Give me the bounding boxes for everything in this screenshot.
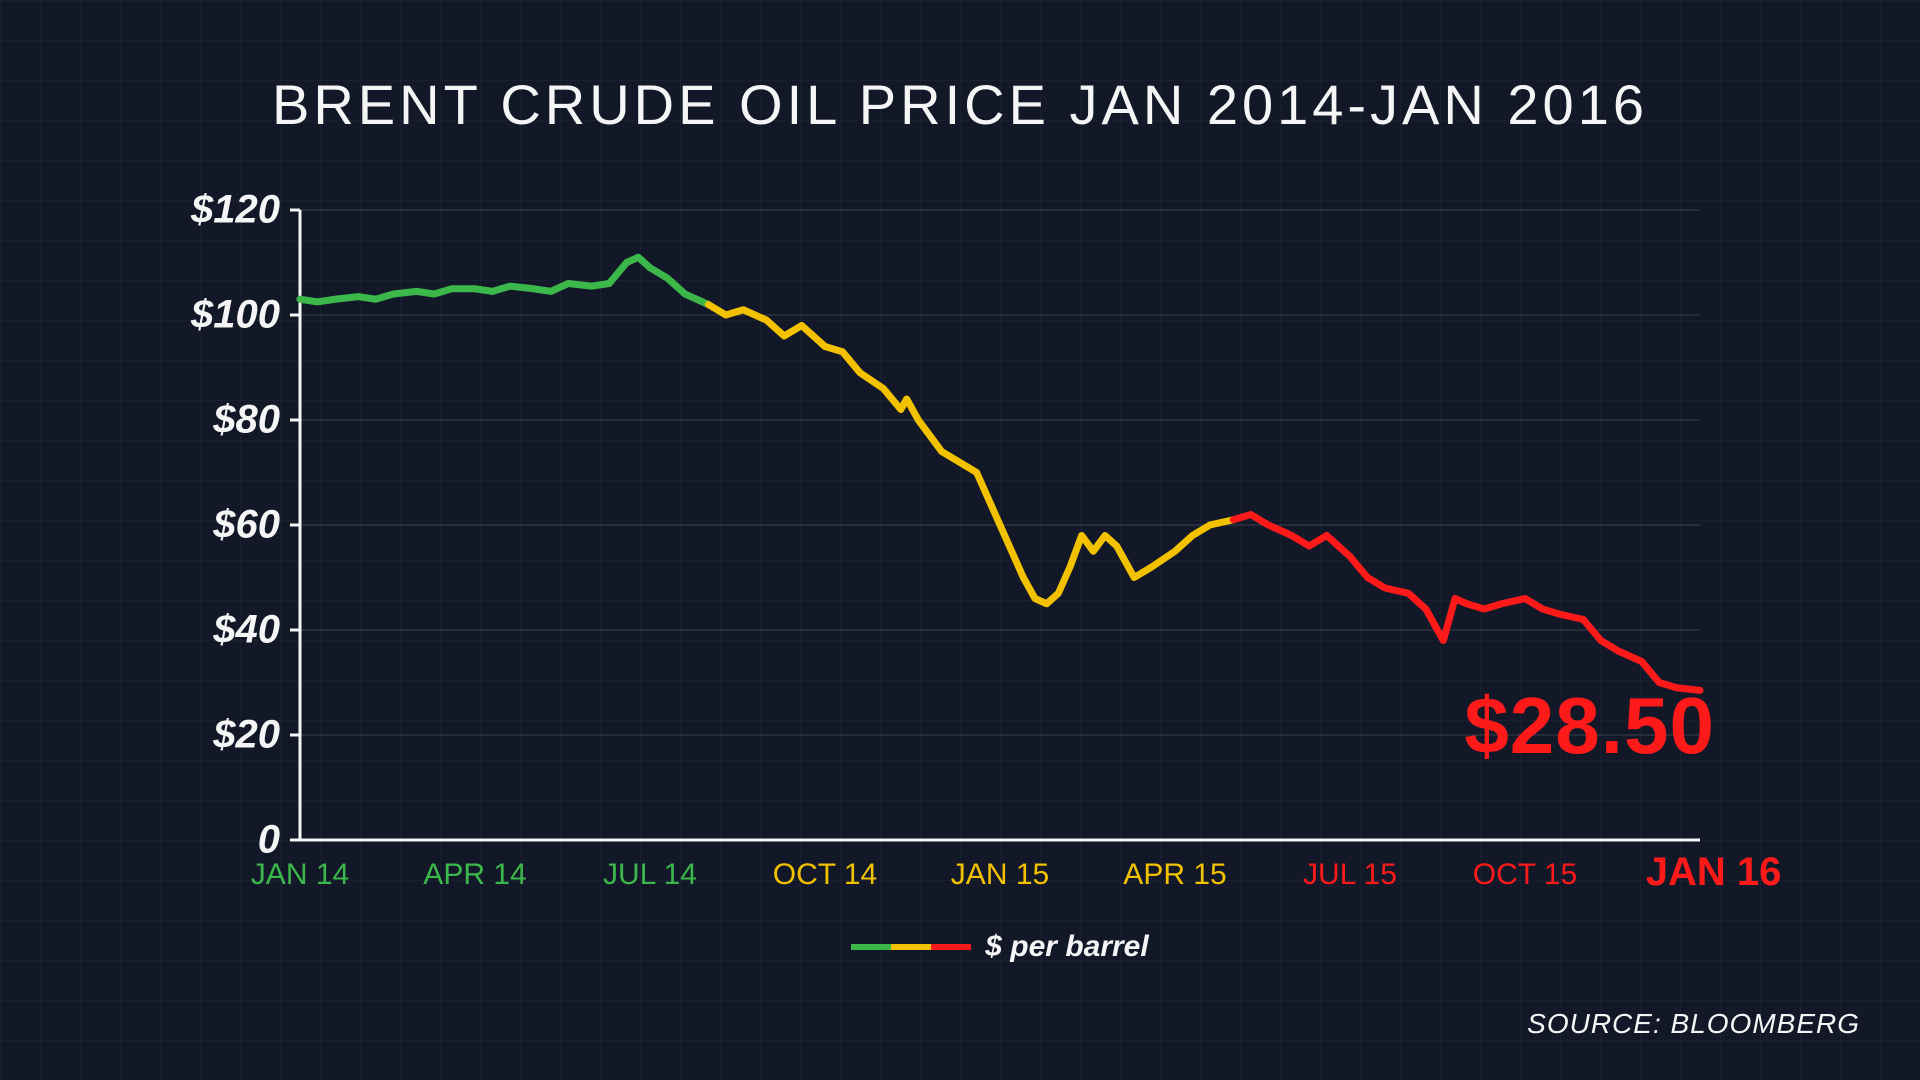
x-axis-label: JUL 14 — [603, 858, 697, 892]
price-callout: $28.50 — [1464, 680, 1715, 772]
y-axis-label: $40 — [80, 608, 280, 653]
x-axis-label: JAN 15 — [951, 858, 1049, 892]
y-axis-label: $100 — [80, 293, 280, 338]
y-axis-label: $120 — [80, 188, 280, 233]
x-axis-label: JAN 16 — [1646, 850, 1782, 895]
x-axis-label: APR 14 — [423, 858, 526, 892]
x-axis-label: OCT 15 — [1473, 858, 1578, 892]
x-axis-label: OCT 14 — [773, 858, 878, 892]
x-axis-label: JUL 15 — [1303, 858, 1397, 892]
y-axis-label: $20 — [80, 713, 280, 758]
y-axis-label: $60 — [80, 503, 280, 548]
chart-title: BRENT CRUDE OIL PRICE JAN 2014-JAN 2016 — [0, 72, 1920, 137]
chart-area: $ per barrel 0$20$40$60$80$100$120JAN 14… — [300, 210, 1700, 840]
x-axis-label: JAN 14 — [251, 858, 349, 892]
source-attribution: SOURCE: BLOOMBERG — [1527, 1008, 1860, 1040]
x-axis-label: APR 15 — [1123, 858, 1226, 892]
legend-swatch — [851, 944, 971, 950]
legend: $ per barrel — [300, 930, 1700, 964]
legend-label: $ per barrel — [985, 930, 1148, 964]
y-axis-label: 0 — [80, 818, 280, 863]
y-axis-label: $80 — [80, 398, 280, 443]
